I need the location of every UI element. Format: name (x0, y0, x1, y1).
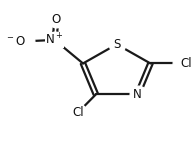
Text: Cl: Cl (181, 57, 192, 70)
Text: Cl: Cl (72, 106, 84, 119)
Text: N$^+$: N$^+$ (45, 32, 64, 48)
Text: N: N (133, 88, 142, 101)
Text: $^-$O: $^-$O (5, 35, 26, 48)
Text: O: O (52, 13, 61, 26)
Text: S: S (113, 38, 120, 51)
